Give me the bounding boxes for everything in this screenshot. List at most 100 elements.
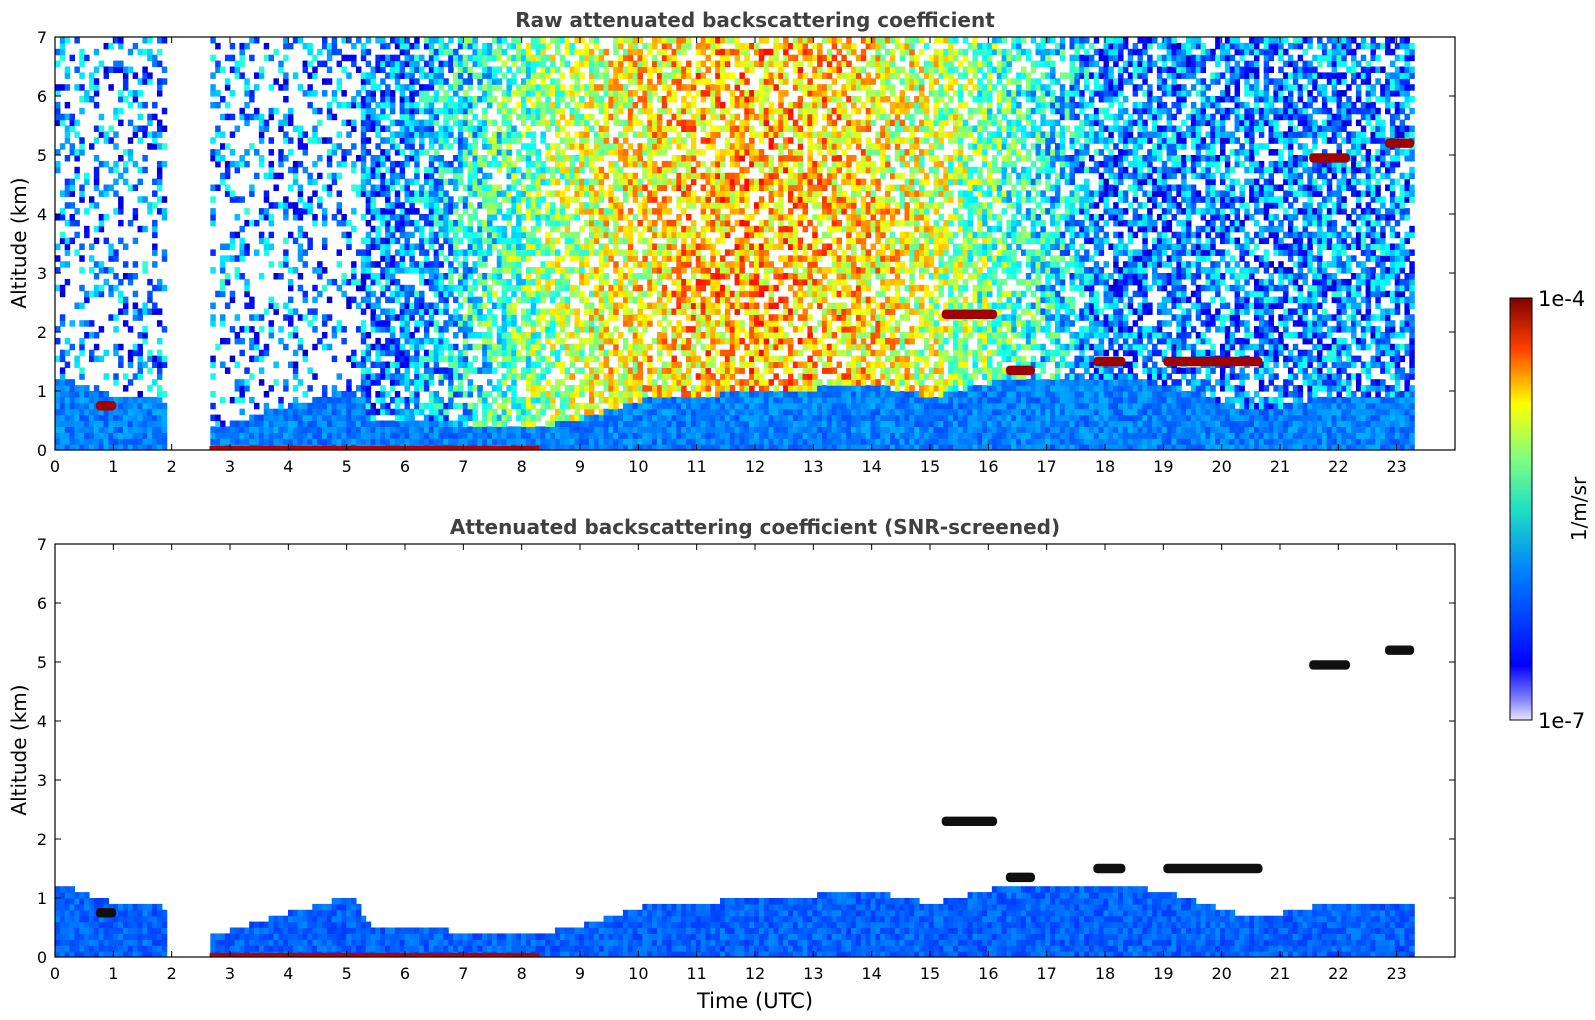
heatmap-cell bbox=[443, 78, 449, 85]
heatmap-cell bbox=[695, 420, 702, 427]
heatmap-cell bbox=[666, 143, 673, 150]
heatmap-cell bbox=[55, 408, 61, 416]
heatmap-cell bbox=[307, 408, 313, 416]
heatmap-cell bbox=[394, 119, 401, 127]
heatmap-cell bbox=[433, 349, 440, 357]
heatmap-cell bbox=[428, 125, 435, 132]
heatmap-cell bbox=[613, 343, 619, 351]
heatmap-cell bbox=[632, 178, 639, 186]
heatmap-cell bbox=[496, 42, 503, 50]
heatmap-cell bbox=[137, 420, 143, 427]
heatmap-cell bbox=[283, 37, 289, 44]
heatmap-cell bbox=[249, 420, 255, 427]
heatmap-cell bbox=[462, 143, 469, 150]
heatmap-cell bbox=[355, 155, 362, 162]
heatmap-cell bbox=[656, 332, 663, 339]
heatmap-cell bbox=[525, 255, 532, 262]
heatmap-cell bbox=[666, 290, 673, 298]
heatmap-cell bbox=[584, 385, 590, 392]
heatmap-cell bbox=[588, 96, 595, 103]
heatmap-cell bbox=[530, 237, 537, 245]
heatmap-cell bbox=[525, 243, 532, 250]
heatmap-cell bbox=[632, 155, 639, 162]
heatmap-cell bbox=[690, 444, 697, 450]
heatmap-cell bbox=[501, 290, 508, 298]
heatmap-cell bbox=[656, 367, 663, 374]
heatmap-cell bbox=[574, 166, 580, 174]
heatmap-cell bbox=[491, 137, 498, 144]
heatmap-cell bbox=[598, 414, 605, 422]
heatmap-cell bbox=[661, 373, 668, 380]
heatmap-cell bbox=[224, 438, 231, 445]
heatmap-cell bbox=[370, 160, 376, 168]
heatmap-cell bbox=[438, 326, 444, 333]
heatmap-cell bbox=[652, 255, 658, 262]
heatmap-cell bbox=[559, 414, 566, 422]
heatmap-cell bbox=[642, 273, 648, 280]
heatmap-cell bbox=[637, 373, 643, 380]
heatmap-cell bbox=[321, 343, 328, 351]
heatmap-cell bbox=[224, 172, 231, 180]
heatmap-cell bbox=[584, 149, 590, 156]
heatmap-cell bbox=[307, 202, 313, 209]
heatmap-cell bbox=[579, 355, 585, 363]
heatmap-cell bbox=[496, 420, 503, 427]
heatmap-cell bbox=[93, 172, 100, 180]
heatmap-cell bbox=[593, 379, 600, 386]
heatmap-cell bbox=[467, 54, 474, 62]
heatmap-cell bbox=[598, 267, 605, 274]
heatmap-cell bbox=[404, 96, 410, 103]
heatmap-cell bbox=[258, 214, 265, 221]
heatmap-cell bbox=[59, 349, 66, 357]
heatmap-cell bbox=[220, 143, 226, 150]
heatmap-cell bbox=[59, 379, 66, 386]
heatmap-cell bbox=[618, 66, 624, 73]
heatmap-cell bbox=[414, 320, 420, 327]
heatmap-cell bbox=[414, 172, 420, 180]
heatmap-cell bbox=[448, 438, 454, 445]
heatmap-cell bbox=[516, 219, 522, 227]
heatmap-cell bbox=[637, 408, 643, 416]
heatmap-cell bbox=[297, 84, 304, 91]
heatmap-cell bbox=[516, 131, 522, 138]
heatmap-cell bbox=[404, 402, 410, 410]
heatmap-cell bbox=[302, 290, 309, 298]
heatmap-cell bbox=[292, 414, 299, 422]
heatmap-cell bbox=[433, 255, 440, 262]
heatmap-cell bbox=[147, 290, 153, 298]
heatmap-cell bbox=[385, 178, 391, 186]
heatmap-cell bbox=[482, 414, 488, 422]
heatmap-cell bbox=[457, 432, 464, 439]
heatmap-cell bbox=[84, 320, 90, 327]
heatmap-cell bbox=[627, 225, 634, 233]
heatmap-cell bbox=[74, 396, 80, 404]
heatmap-cell bbox=[681, 349, 687, 357]
heatmap-cell bbox=[647, 438, 653, 445]
heatmap-cell bbox=[467, 402, 474, 410]
heatmap-cell bbox=[443, 107, 449, 115]
heatmap-cell bbox=[239, 438, 245, 445]
heatmap-cell bbox=[491, 231, 498, 239]
heatmap-cell bbox=[511, 78, 517, 85]
heatmap-cell bbox=[472, 178, 478, 186]
heatmap-cell bbox=[118, 202, 124, 209]
heatmap-cell bbox=[530, 426, 537, 433]
heatmap-cell bbox=[404, 113, 410, 121]
heatmap-cell bbox=[613, 60, 619, 68]
heatmap-cell bbox=[438, 225, 444, 233]
heatmap-cell bbox=[462, 320, 469, 327]
heatmap-cell bbox=[433, 402, 440, 410]
heatmap-cell bbox=[283, 438, 289, 445]
heatmap-cell bbox=[147, 72, 153, 79]
heatmap-cell bbox=[627, 249, 634, 256]
heatmap-cell bbox=[530, 332, 537, 339]
heatmap-cell bbox=[360, 273, 367, 280]
heatmap-cell bbox=[608, 231, 614, 239]
heatmap-cell bbox=[69, 237, 76, 245]
heatmap-cell bbox=[409, 219, 415, 227]
heatmap-cell bbox=[375, 208, 381, 215]
heatmap-cell bbox=[351, 60, 357, 68]
heatmap-cell bbox=[496, 337, 503, 345]
heatmap-cell bbox=[433, 149, 440, 156]
heatmap-cell bbox=[370, 214, 376, 221]
